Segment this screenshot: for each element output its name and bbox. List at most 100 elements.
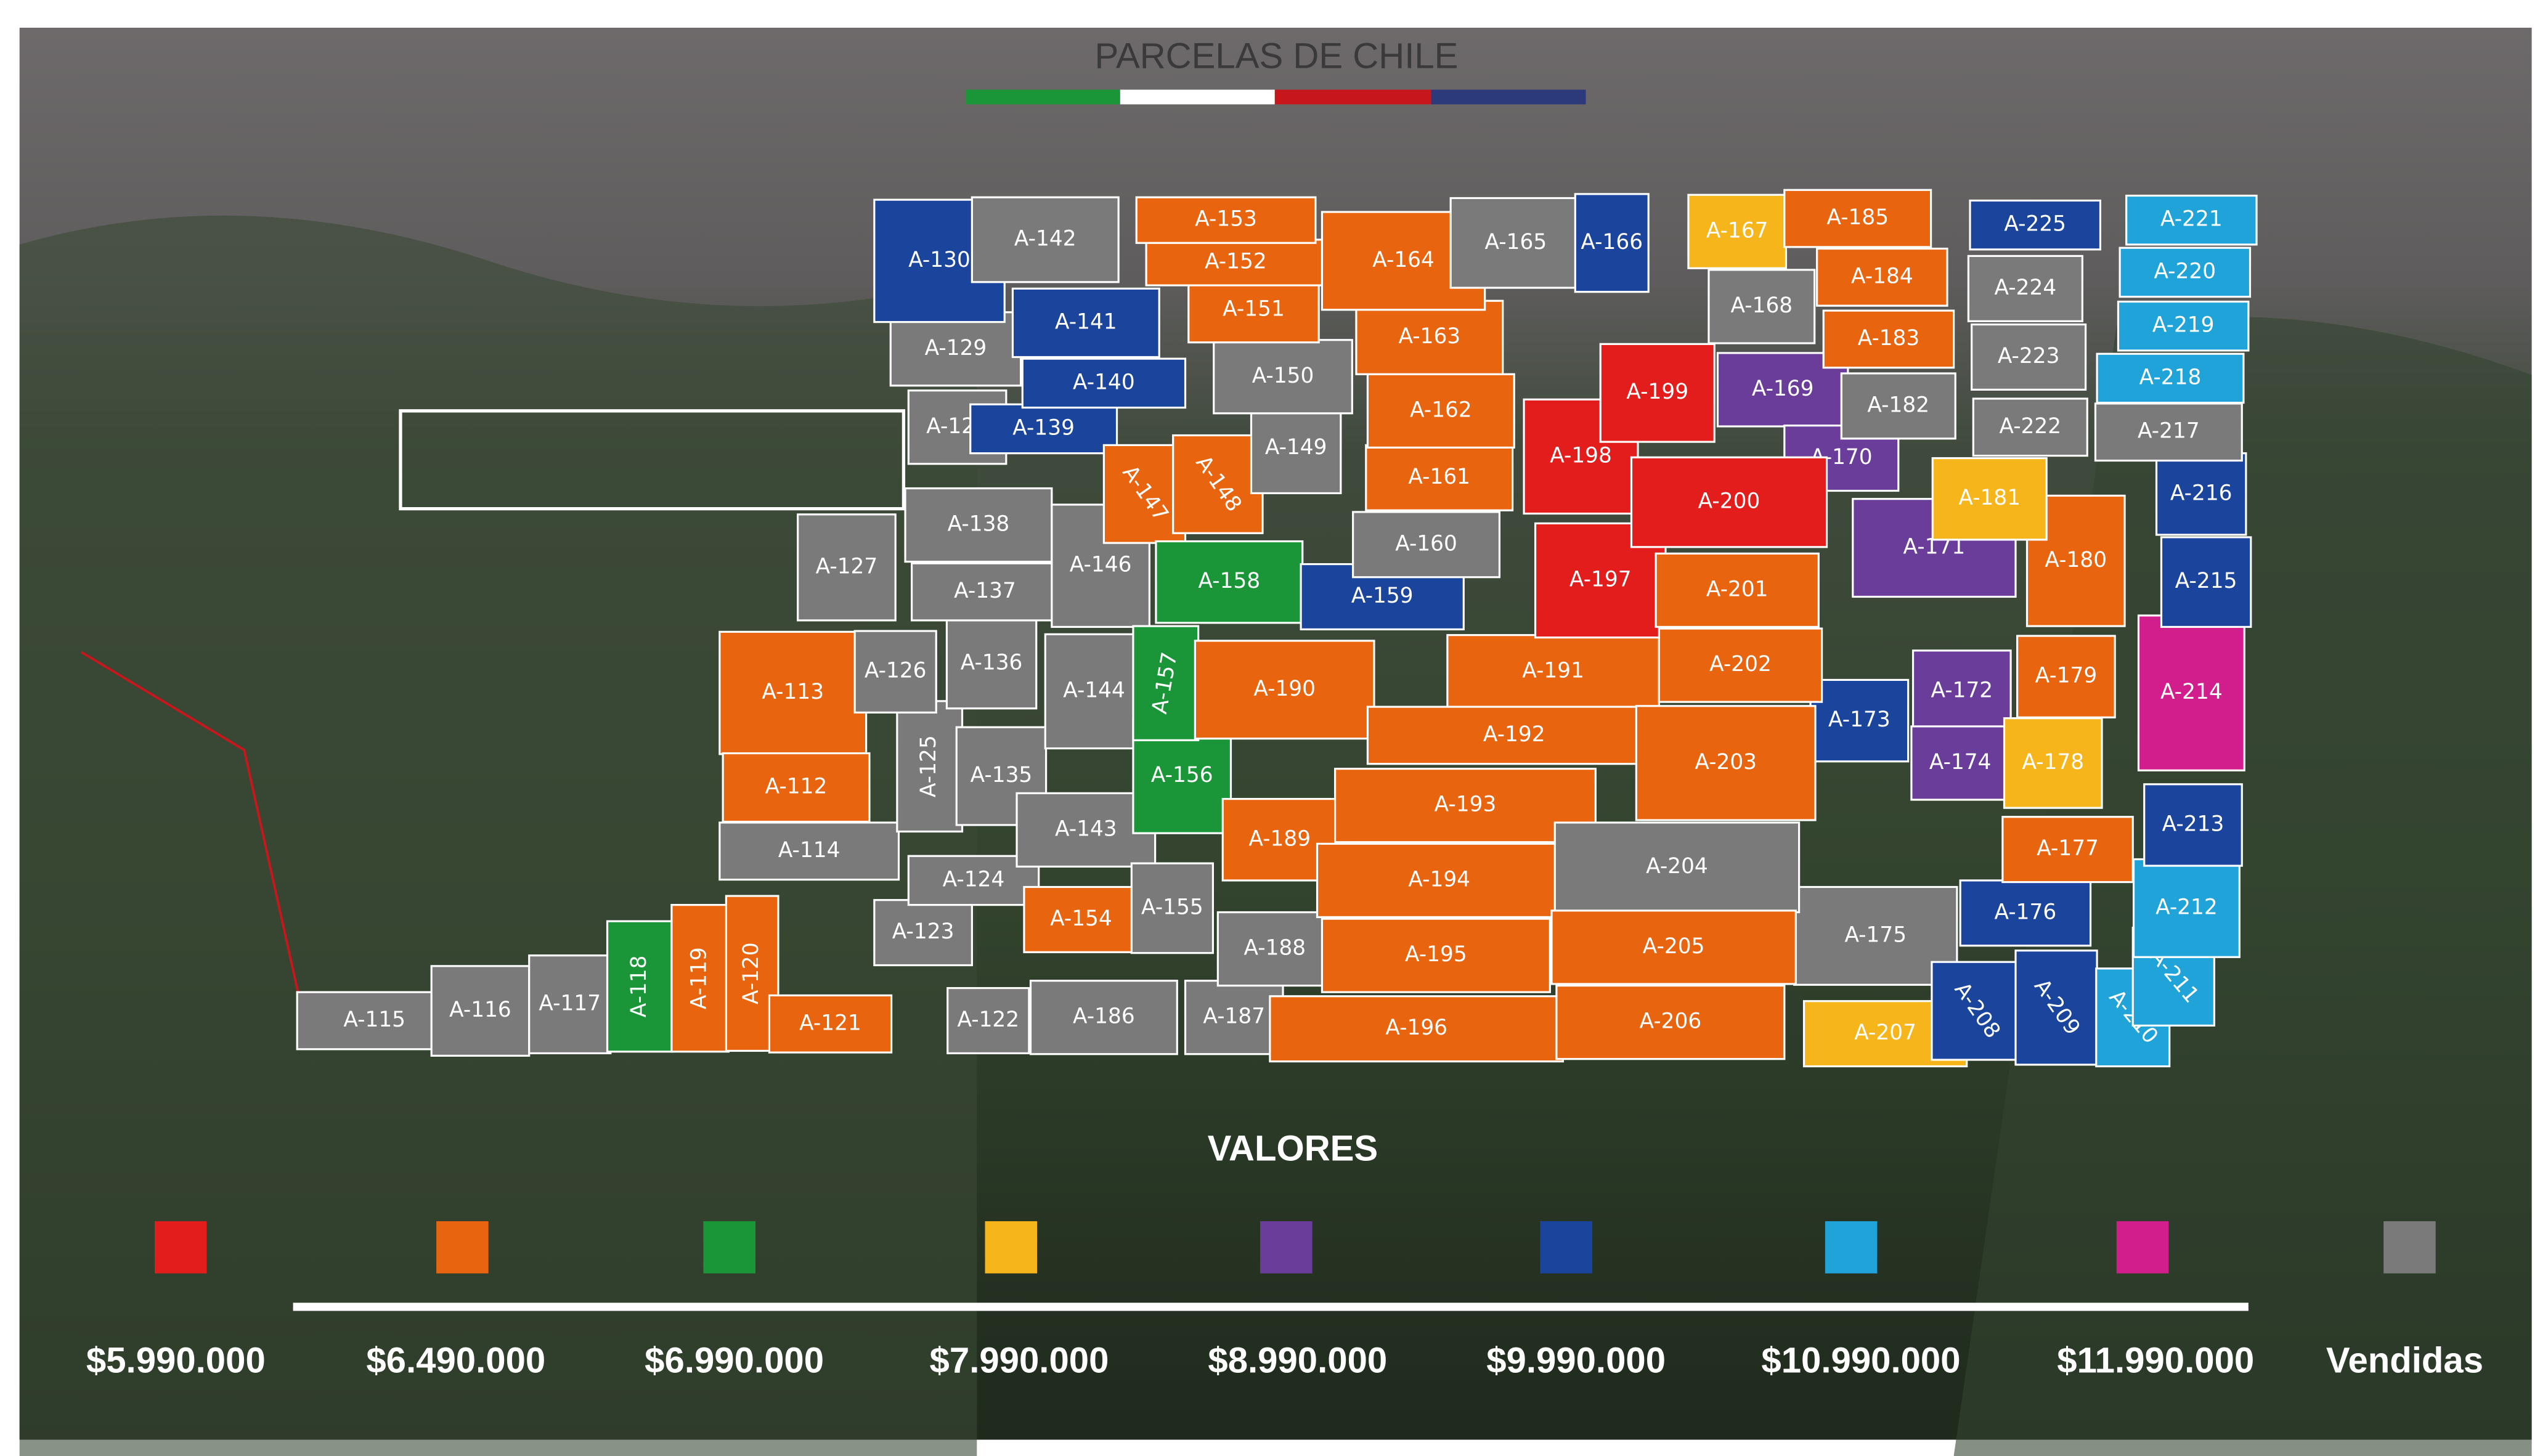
parcel: A-201 xyxy=(1655,552,1820,628)
parcel-label: A-183 xyxy=(1858,326,1920,351)
legend-swatch xyxy=(155,1221,207,1274)
parcel-label: A-193 xyxy=(1435,792,1497,817)
parcel-shape xyxy=(1016,792,1157,868)
parcel: A-203 xyxy=(1635,705,1817,821)
parcel-label: A-137 xyxy=(954,579,1016,603)
parcel: A-153 xyxy=(1135,196,1317,244)
parcel-shape xyxy=(1130,862,1215,954)
parcel-label: A-174 xyxy=(1929,750,1992,775)
parcel-label: A-207 xyxy=(1854,1020,1916,1045)
parcel-shape xyxy=(1910,725,2011,801)
parcel-shape xyxy=(971,196,1120,283)
parcel: A-173 xyxy=(1809,678,1910,763)
parcel-shape xyxy=(797,513,897,622)
parcel: A-166 xyxy=(1574,193,1650,293)
parcel: A-196 xyxy=(1269,995,1565,1063)
parcel-shape xyxy=(296,991,453,1051)
parcel-shape xyxy=(1969,199,2101,251)
parcel: A-116 xyxy=(430,965,531,1057)
parcel-label: A-178 xyxy=(2022,750,2084,775)
legend-item: $6.990.000 xyxy=(645,1221,824,1381)
parcel-shape xyxy=(2155,452,2247,536)
legend-item: $5.990.000 xyxy=(86,1221,266,1381)
parcel-shape xyxy=(1822,309,1955,369)
parcel-shape xyxy=(1135,196,1317,244)
parcel-shape xyxy=(1333,768,1597,844)
parcel: A-174 xyxy=(1910,725,2011,801)
parcel: A-190 xyxy=(1194,640,1375,740)
parcel: A-200 xyxy=(1630,456,1828,548)
parcel-label: A-114 xyxy=(778,838,841,863)
parcel-label: A-161 xyxy=(1408,465,1470,489)
parcel-shape xyxy=(670,904,730,1053)
parcel-label: A-159 xyxy=(1351,584,1414,608)
parcel-label: A-204 xyxy=(1646,854,1708,879)
legend-swatch xyxy=(1540,1221,1593,1274)
parcel: A-118 xyxy=(606,920,674,1053)
parcel: A-161 xyxy=(1365,444,1514,511)
parcel-shape xyxy=(1971,323,2087,391)
parcel-shape xyxy=(718,821,900,881)
parcel-label: A-192 xyxy=(1483,722,1545,747)
parcel: A-202 xyxy=(1658,627,1823,703)
parcel-shape xyxy=(2125,194,2258,246)
boundary-line xyxy=(81,651,311,1044)
parcel: A-129 xyxy=(889,311,1022,387)
parcel-shape xyxy=(1707,269,1816,344)
legend-label: Vendidas xyxy=(2326,1341,2483,1381)
parcel: A-158 xyxy=(1155,540,1304,624)
parcel: A-209 xyxy=(2014,950,2098,1066)
parcel-label: A-125 xyxy=(916,735,941,797)
parcel-label: A-214 xyxy=(2160,680,2223,704)
legend-item: $6.490.000 xyxy=(366,1221,545,1381)
parcel-shape xyxy=(2143,783,2243,867)
parcel: A-165 xyxy=(1449,197,1582,289)
parcel: A-168 xyxy=(1707,269,1816,344)
parcel-label: A-140 xyxy=(1073,370,1135,394)
parcel-label: A-115 xyxy=(343,1007,405,1032)
parcel-shape xyxy=(1321,917,1551,993)
parcel-label: A-166 xyxy=(1581,230,1643,254)
parcel-label: A-201 xyxy=(1706,577,1769,601)
parcel: A-205 xyxy=(1550,909,1797,985)
title: PARCELAS DE CHILE xyxy=(1094,36,1458,76)
parcel-shape xyxy=(1793,885,1958,986)
parcel-shape xyxy=(911,562,1059,622)
parcel-shape xyxy=(1216,911,1333,987)
parcel-label: A-135 xyxy=(971,763,1033,787)
parcel-label: A-181 xyxy=(1958,486,2021,510)
parcel-label: A-191 xyxy=(1522,659,1584,683)
parcel-shape xyxy=(1029,980,1178,1055)
parcel-shape xyxy=(1194,640,1375,740)
parcel-label: A-187 xyxy=(1203,1004,1265,1029)
parcel-shape xyxy=(904,487,1053,563)
flag-stripe xyxy=(965,89,1120,105)
parcel-label: A-162 xyxy=(1410,397,1472,422)
parcel: A-148 xyxy=(1172,434,1264,534)
parcel: A-181 xyxy=(1931,457,2048,541)
hills xyxy=(19,215,977,1456)
parcel-shape xyxy=(1553,821,1801,914)
parcel: A-222 xyxy=(1972,397,2088,457)
legend-label: $10.990.000 xyxy=(1761,1341,1960,1381)
parcel-label: A-215 xyxy=(2175,569,2237,593)
parcel: A-216 xyxy=(2155,452,2247,536)
parcel-shape xyxy=(2096,352,2245,404)
parcel-shape xyxy=(1550,909,1797,985)
parcel-shape xyxy=(1366,373,1515,449)
parcel-label: A-224 xyxy=(1995,275,2057,300)
parcel-label: A-179 xyxy=(2035,664,2098,688)
parcel: A-150 xyxy=(1213,339,1353,415)
parcel: A-180 xyxy=(2025,494,2126,627)
parcel: A-221 xyxy=(2125,194,2258,246)
parcel-label: A-156 xyxy=(1151,763,1213,787)
parcel-label: A-129 xyxy=(925,336,987,360)
parcel: A-154 xyxy=(1023,885,1139,953)
legend-item: $11.990.000 xyxy=(2057,1221,2254,1381)
parcel-shape xyxy=(1365,444,1514,511)
legend-label: $9.990.000 xyxy=(1486,1341,1666,1381)
parcel: A-157 xyxy=(1132,625,1200,741)
parcel-shape xyxy=(2117,300,2250,352)
parcel-label: A-119 xyxy=(687,947,712,1009)
outline xyxy=(399,409,906,511)
